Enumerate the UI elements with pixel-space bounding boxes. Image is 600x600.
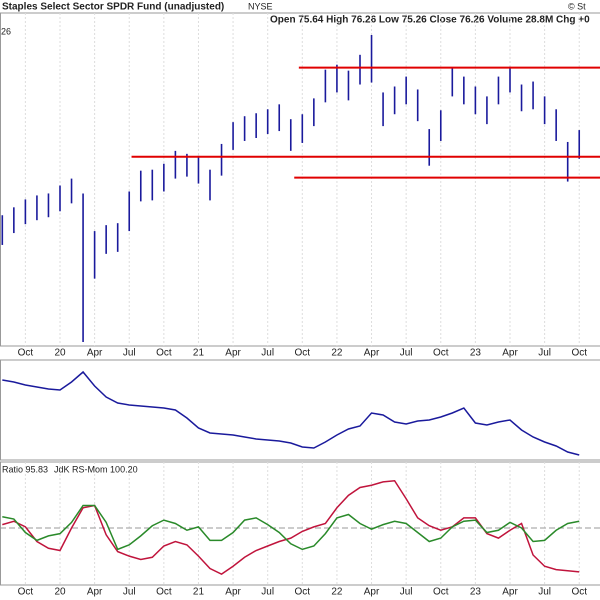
- x-tick-label: Apr: [364, 587, 380, 598]
- x-tick-label: Apr: [502, 587, 518, 598]
- x-tick-label: Jul: [400, 587, 413, 598]
- x-tick-label: Jul: [123, 348, 136, 359]
- chart-title: Staples Select Sector SPDR Fund (unadjus…: [2, 2, 224, 13]
- x-tick-label: Apr: [364, 348, 380, 359]
- x-tick-label: Jul: [538, 348, 551, 359]
- exchange: NYSE: [248, 1, 273, 11]
- x-tick-label: Apr: [87, 348, 103, 359]
- x-tick-label: Oct: [571, 587, 587, 598]
- series-line: [2, 370, 580, 456]
- x-tick-label: 21: [193, 348, 205, 359]
- x-tick-label: Oct: [295, 348, 311, 359]
- x-tick-label: 22: [331, 348, 343, 359]
- quote: Open 75.64 High 76.26 Low 75.26 Close 76…: [270, 15, 590, 26]
- x-tick-label: Apr: [87, 587, 103, 598]
- x-tick-label: Jul: [400, 348, 413, 359]
- x-tick-label: Jul: [123, 587, 136, 598]
- x-tick-label: Oct: [18, 348, 34, 359]
- x-tick-label: Oct: [156, 348, 172, 359]
- x-tick-label: Apr: [225, 587, 241, 598]
- x-tick-label: 20: [54, 348, 66, 359]
- x-tick-label: Oct: [571, 348, 587, 359]
- x-tick-label: Oct: [433, 587, 449, 598]
- x-tick-label: 22: [331, 587, 343, 598]
- x-tick-label: Oct: [433, 348, 449, 359]
- x-tick-label: Oct: [156, 587, 172, 598]
- rrg-panel: [0, 461, 600, 586]
- corner-label: 26: [1, 26, 11, 36]
- x-tick-label: Oct: [295, 587, 311, 598]
- x-tick-label: Oct: [18, 587, 34, 598]
- x-tick-label: Apr: [225, 348, 241, 359]
- x-tick-label: 21: [193, 587, 205, 598]
- legend-entry: JdK RS-Mom 100.20: [54, 464, 138, 474]
- x-tick-label: 23: [470, 348, 482, 359]
- x-tick-label: Jul: [261, 587, 274, 598]
- x-tick-label: 20: [54, 587, 66, 598]
- ratio-panel: [0, 359, 600, 461]
- x-tick-label: Apr: [502, 348, 518, 359]
- x-tick-label: Jul: [538, 587, 551, 598]
- series-line: [2, 504, 580, 551]
- x-tick-label: 23: [470, 587, 482, 598]
- x-tick-label: Jul: [261, 348, 274, 359]
- copyright: © St: [568, 1, 586, 11]
- legend-entry: Ratio 95.83: [2, 464, 48, 474]
